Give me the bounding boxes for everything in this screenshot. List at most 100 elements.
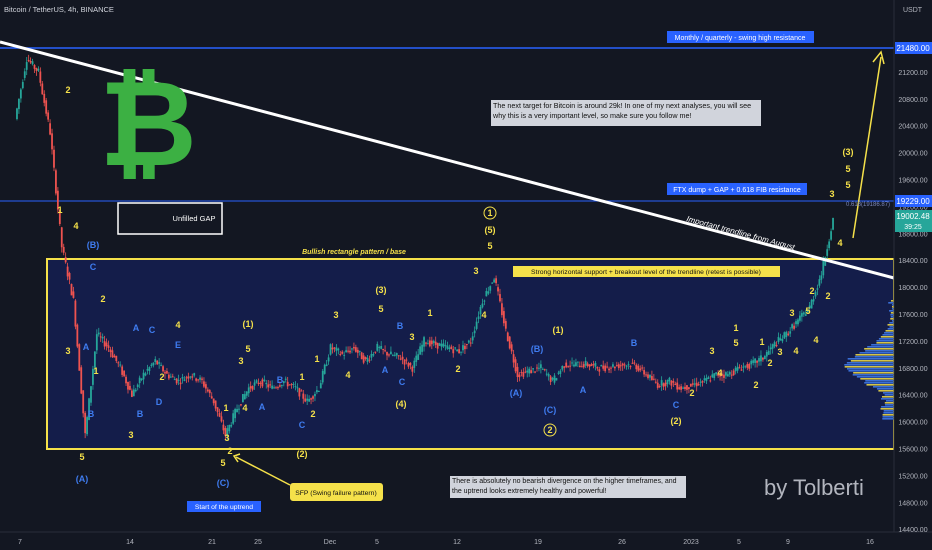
volume-bar — [854, 356, 894, 358]
candle-body — [51, 133, 53, 150]
candle-body — [238, 408, 240, 410]
volume-bar — [889, 322, 894, 324]
candle-body — [580, 366, 583, 368]
candle-body — [438, 343, 441, 346]
volume-bar — [876, 342, 894, 344]
candle-body — [504, 321, 507, 329]
candle-body — [832, 218, 834, 230]
candle-body — [615, 365, 618, 367]
candles-group — [16, 54, 834, 440]
candle-body — [117, 362, 120, 364]
candle-body — [499, 294, 501, 302]
candle-body — [171, 376, 174, 378]
candle-body — [70, 283, 73, 296]
volume-bar — [882, 416, 894, 418]
candle-body — [18, 98, 20, 110]
candle-body — [483, 300, 486, 302]
candle-body — [635, 364, 638, 370]
candle-body — [241, 394, 244, 403]
wave-label: 1 — [427, 308, 432, 318]
volume-bar — [884, 394, 894, 396]
volume-bar — [850, 360, 894, 362]
wave-label: 1 — [93, 366, 98, 376]
candle-body — [282, 381, 285, 384]
candle-body — [452, 349, 455, 354]
candle-body — [82, 390, 85, 414]
candle-body — [259, 382, 262, 384]
volume-bar — [844, 364, 894, 366]
candle-body — [594, 362, 597, 367]
candle-body — [323, 364, 326, 374]
candle-body — [216, 407, 219, 413]
candle-body — [384, 350, 386, 352]
wave-label: (2) — [297, 449, 308, 459]
candle-body — [559, 370, 562, 374]
candle-body — [797, 319, 799, 325]
candle-body — [16, 108, 18, 120]
candle-body — [189, 376, 192, 378]
candle-body — [440, 343, 443, 347]
candle-body — [337, 348, 340, 351]
candle-body — [707, 377, 710, 380]
candle-body — [45, 100, 48, 114]
wave-label: A — [133, 323, 140, 333]
x-tick-label: 7 — [18, 539, 22, 546]
candle-body — [35, 68, 38, 71]
candle-body — [473, 330, 476, 334]
candle-body — [569, 365, 571, 367]
candle-body — [156, 360, 159, 365]
candle-body — [142, 372, 145, 380]
volume-bar — [885, 330, 894, 332]
candle-body — [767, 350, 770, 355]
candle-body — [203, 381, 205, 387]
wave-label: 5 — [220, 458, 225, 468]
candle-body — [592, 364, 595, 366]
candle-body — [115, 355, 118, 361]
candle-body — [364, 357, 367, 360]
wave-label: 3 — [473, 266, 478, 276]
volume-bar — [880, 408, 894, 410]
volume-bar — [881, 396, 894, 398]
candle-body — [625, 365, 628, 367]
candle-body — [121, 366, 124, 375]
candle-body — [771, 344, 774, 349]
wave-label: E — [175, 340, 181, 350]
y-tick-label: 19200.00 — [898, 204, 927, 211]
candle-body — [627, 364, 630, 366]
candle-body — [678, 387, 681, 390]
candle-body — [298, 388, 301, 397]
candle-body — [501, 303, 503, 316]
target-note-box — [491, 100, 761, 126]
volume-bar — [887, 328, 894, 330]
y-tick-label: 18400.00 — [898, 258, 927, 265]
candle-body — [47, 112, 50, 120]
candle-body — [446, 345, 449, 349]
candle-body — [654, 381, 657, 383]
volume-bar — [890, 314, 894, 316]
candle-body — [514, 359, 517, 372]
candle-body — [199, 377, 201, 380]
candle-body — [732, 370, 735, 375]
candle-body — [333, 347, 336, 349]
volume-bar — [885, 400, 894, 402]
candle-body — [547, 374, 550, 377]
volume-bar — [847, 358, 894, 360]
wave-label: 1 — [759, 337, 764, 347]
bullish-rectangle — [46, 258, 895, 450]
wave-label: 2 — [809, 286, 814, 296]
volume-bar — [846, 362, 894, 364]
candle-body — [300, 390, 303, 392]
sfp-box — [290, 483, 383, 501]
y-tick-label: 18000.00 — [898, 285, 927, 292]
candle-body — [292, 383, 295, 385]
candle-body — [245, 391, 248, 396]
candle-body — [257, 382, 260, 385]
candle-body — [557, 372, 560, 374]
candle-body — [432, 340, 435, 343]
candle-body — [763, 356, 766, 360]
candle-body — [684, 386, 686, 390]
wave-label: B — [277, 375, 284, 385]
candle-body — [596, 366, 599, 369]
volume-bar — [864, 348, 894, 350]
